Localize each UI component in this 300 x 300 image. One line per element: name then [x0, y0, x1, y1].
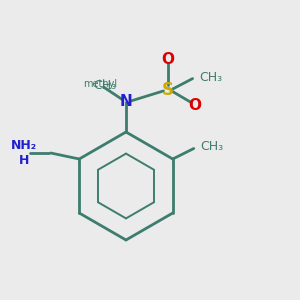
Text: H: H	[19, 154, 29, 167]
Text: N: N	[120, 94, 132, 110]
Text: CH₃: CH₃	[93, 79, 117, 92]
Text: O: O	[161, 52, 175, 68]
Text: S: S	[162, 81, 174, 99]
Text: NH₂: NH₂	[11, 139, 37, 152]
Text: CH₃: CH₃	[200, 140, 223, 154]
Text: O: O	[188, 98, 202, 112]
Text: CH₃: CH₃	[200, 71, 223, 85]
Text: methyl: methyl	[83, 79, 118, 89]
